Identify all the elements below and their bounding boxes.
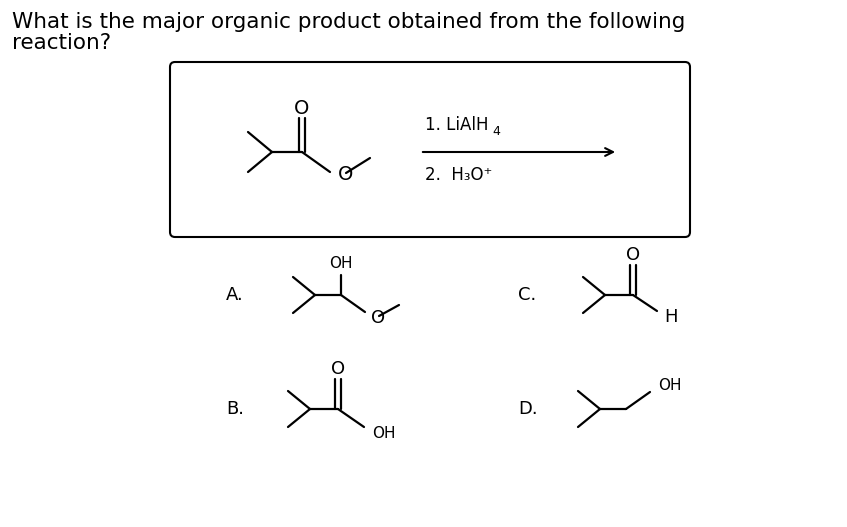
Text: What is the major organic product obtained from the following: What is the major organic product obtain… [12,12,685,32]
Text: OH: OH [658,377,682,393]
Text: A.: A. [226,286,244,304]
Text: OH: OH [372,425,396,441]
Text: 4: 4 [492,125,500,138]
Text: 1. LiAlH: 1. LiAlH [425,116,489,134]
Text: B.: B. [226,400,244,418]
Text: reaction?: reaction? [12,33,111,53]
Text: O: O [338,165,353,184]
Text: O: O [626,246,640,264]
Text: C.: C. [518,286,536,304]
Text: 2.  H₃O⁺: 2. H₃O⁺ [425,166,492,184]
Text: H: H [664,308,678,326]
Text: O: O [331,360,345,378]
Text: O: O [294,99,310,118]
FancyBboxPatch shape [170,62,690,237]
Text: O: O [371,309,385,327]
Text: OH: OH [329,256,352,270]
Text: D.: D. [518,400,538,418]
